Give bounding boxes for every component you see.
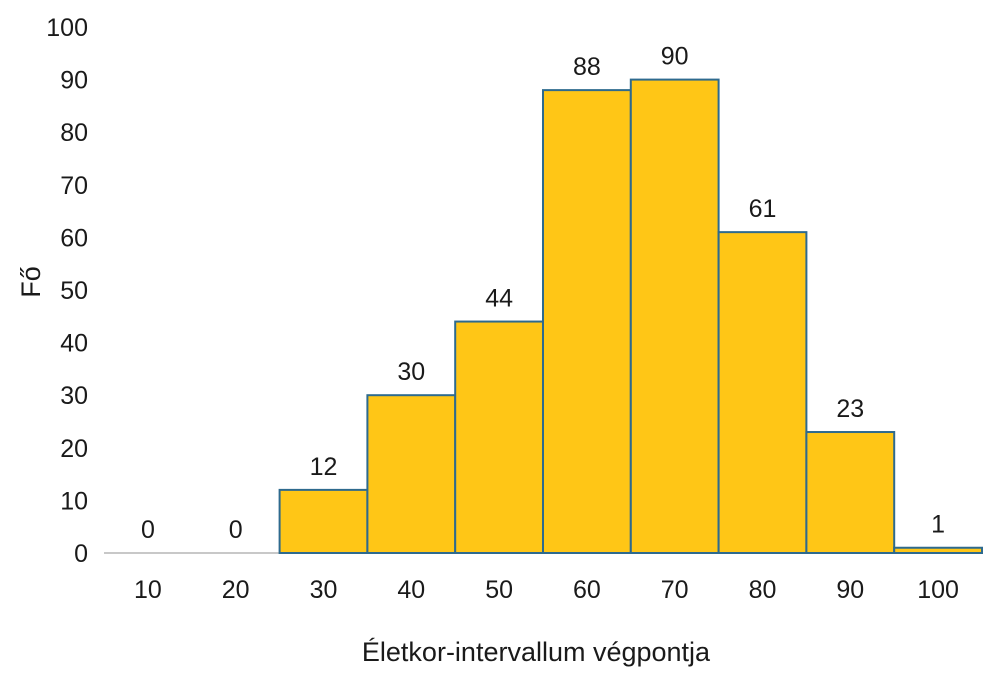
y-tick-label: 10: [60, 487, 88, 515]
data-label-90: 23: [836, 395, 864, 423]
x-tick-label: 30: [310, 576, 338, 604]
y-tick-label: 50: [60, 277, 88, 305]
y-tick-label: 0: [74, 540, 88, 568]
data-label-10: 0: [141, 516, 155, 544]
y-axis-title: Fő: [16, 266, 46, 298]
bar-70: [629, 78, 720, 554]
data-label-60: 88: [573, 53, 601, 81]
y-axis-tick-labels: 0 10 20 30 40 50 60 70 80 90 100: [46, 14, 88, 568]
bar-80: [717, 231, 808, 554]
x-tick-label: 50: [485, 576, 513, 604]
x-tick-label: 80: [749, 576, 777, 604]
data-label-70: 90: [661, 43, 689, 71]
bar-100: [893, 546, 984, 554]
data-label-100: 1: [931, 511, 945, 539]
data-label-80: 61: [749, 195, 777, 223]
x-tick-label: 20: [222, 576, 250, 604]
x-axis-tick-labels: 10 20 30 40 50 60 70 80 90 100: [134, 576, 959, 604]
data-label-30: 12: [310, 453, 338, 481]
y-tick-label: 40: [60, 330, 88, 358]
data-labels: 0 0 12 30 44 88 90 61 23 1: [141, 43, 945, 544]
bar-40: [366, 394, 457, 555]
bar-90: [805, 431, 896, 554]
data-label-20: 0: [229, 516, 243, 544]
bar-30: [278, 488, 369, 555]
y-tick-label: 20: [60, 435, 88, 463]
y-tick-label: 90: [60, 67, 88, 95]
y-tick-label: 30: [60, 382, 88, 410]
x-tick-label: 60: [573, 576, 601, 604]
bars: [278, 78, 984, 555]
y-tick-label: 80: [60, 119, 88, 147]
bar-60: [542, 89, 632, 555]
x-tick-label: 90: [836, 576, 864, 604]
y-tick-label: 70: [60, 172, 88, 200]
x-tick-label: 70: [661, 576, 689, 604]
x-axis-title: Életkor-intervallum végpontja: [362, 637, 711, 667]
y-tick-label: 100: [46, 14, 88, 42]
x-tick-label: 40: [397, 576, 425, 604]
data-label-50: 44: [485, 285, 513, 313]
data-label-40: 30: [397, 358, 425, 386]
bar-50: [454, 320, 545, 554]
y-tick-label: 60: [60, 224, 88, 252]
x-tick-label: 10: [134, 576, 162, 604]
x-tick-label: 100: [917, 576, 959, 604]
